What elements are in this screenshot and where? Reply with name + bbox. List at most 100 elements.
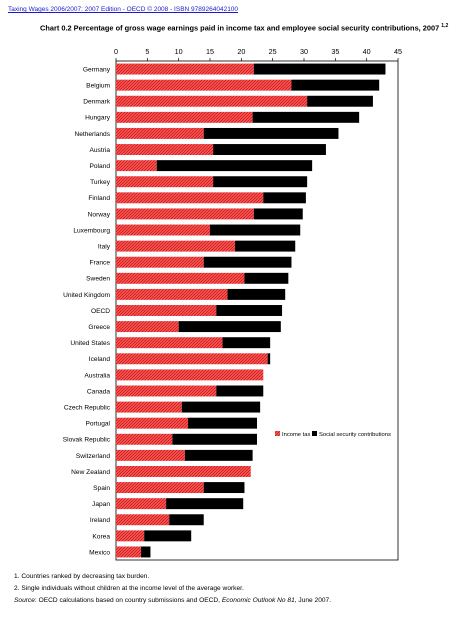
bar-income-tax <box>116 482 204 494</box>
category-label: Poland <box>89 163 110 170</box>
x-tick-label: 40 <box>363 47 371 56</box>
category-label: Greece <box>88 324 110 331</box>
x-axis: 0 5 10 15 20 25 30 35 40 45 <box>114 47 402 61</box>
x-tick-label: 20 <box>237 47 245 56</box>
source-note: Source: OECD calculations based on count… <box>14 595 331 607</box>
category-label: Netherlands <box>74 131 110 138</box>
bar-income-tax <box>116 208 254 220</box>
category-label: Norway <box>88 211 111 218</box>
bar-income-tax <box>116 321 179 333</box>
x-tick-label: 5 <box>145 47 149 56</box>
bar-income-tax <box>116 160 157 172</box>
category-label: Denmark <box>83 99 110 106</box>
source-text: : OECD calculations based on country sub… <box>34 597 220 604</box>
bar-social-security <box>253 63 386 75</box>
bar-social-security <box>166 498 244 510</box>
bar-income-tax <box>116 240 236 252</box>
bar-income-tax <box>116 369 264 381</box>
legend: Income tax Social security contributions <box>275 431 391 438</box>
bar-social-security <box>213 176 308 188</box>
bar-social-security <box>291 79 380 91</box>
chart-title-text: Chart 0.2 Percentage of gross wage earni… <box>40 23 440 33</box>
bar-income-tax <box>116 111 253 123</box>
note-2: 2. Single individuals without children a… <box>14 585 244 592</box>
category-label: Spain <box>93 485 110 492</box>
bar-income-tax <box>116 127 204 139</box>
category-label: United Kingdom <box>63 292 110 299</box>
category-label: Belgium <box>86 83 110 90</box>
bar-social-security <box>213 144 326 156</box>
bar-social-security <box>216 385 264 397</box>
bar-income-tax <box>116 401 182 413</box>
legend-swatch-income-tax <box>275 431 280 436</box>
bar-income-tax <box>116 144 214 156</box>
bar-social-security <box>178 321 281 333</box>
bar-social-security <box>169 514 204 526</box>
bar-income-tax <box>116 353 268 365</box>
bar-income-tax <box>116 337 223 349</box>
bar-social-security <box>307 95 373 107</box>
bar-income-tax <box>116 224 210 236</box>
bar-social-security <box>216 305 283 316</box>
bar-income-tax <box>116 417 189 429</box>
category-label: Germany <box>83 66 111 73</box>
bar-social-security <box>141 546 151 558</box>
category-label: Mexico <box>89 549 110 556</box>
chart-title-superscript: 1,2 <box>441 23 449 29</box>
bar-social-security <box>263 192 306 204</box>
category-label: Italy <box>98 244 111 251</box>
category-label: Iceland <box>89 356 111 363</box>
category-label: Luxembourg <box>73 227 110 234</box>
x-tick-label: 45 <box>394 47 402 56</box>
bar-income-tax <box>116 95 308 107</box>
bar-income-tax <box>116 433 173 445</box>
source-label: Source <box>14 597 35 604</box>
bar-social-security <box>156 160 313 172</box>
legend-label-social-security: Social security contributions <box>319 432 391 438</box>
bar-income-tax <box>116 514 170 526</box>
category-label: Hungary <box>85 115 111 122</box>
bar-social-security <box>203 482 245 494</box>
category-label: Turkey <box>90 179 111 186</box>
header-link[interactable]: Taxing Wages 2006/2007: 2007 Edition - O… <box>8 6 239 13</box>
category-label: Portugal <box>85 421 110 428</box>
x-tick-label: 0 <box>114 47 118 56</box>
bar-social-security <box>203 127 339 139</box>
bar-income-tax <box>116 176 214 188</box>
notes: 1. Countries ranked by decreasing tax bu… <box>14 571 331 607</box>
x-tick-label: 35 <box>331 47 339 56</box>
category-label: Sweden <box>86 276 110 283</box>
source-publication: Economic Outlook No 81 <box>221 597 295 604</box>
category-label: France <box>89 260 110 267</box>
x-tick-label: 15 <box>206 47 214 56</box>
bar-social-security <box>188 417 257 429</box>
bar-social-security <box>210 224 301 236</box>
bar-social-security <box>227 288 286 300</box>
bar-social-security <box>172 433 257 445</box>
bar-social-security <box>267 353 271 365</box>
category-label: Slovak Republic <box>63 437 111 444</box>
bar-income-tax <box>116 449 185 461</box>
bar-income-tax <box>116 256 204 268</box>
bar-social-security <box>244 272 289 284</box>
x-tick-label: 25 <box>269 47 277 56</box>
bar-social-security <box>222 337 271 349</box>
category-label: OECD <box>91 308 110 315</box>
bar-income-tax <box>116 530 145 542</box>
category-label: Czech Republic <box>64 404 111 411</box>
category-labels: Germany Belgium Denmark Hungary Netherlands A… <box>63 66 111 556</box>
legend-swatch-social-security <box>312 431 317 436</box>
bar-income-tax <box>116 272 245 284</box>
category-label: United States <box>70 340 110 347</box>
bar-social-security <box>203 256 292 268</box>
x-tick-label: 30 <box>300 47 308 56</box>
category-label: New Zealand <box>71 469 110 476</box>
bar-social-security <box>181 401 261 413</box>
category-label: Japan <box>92 501 110 508</box>
bar-income-tax <box>116 192 264 204</box>
bar-social-security <box>252 111 360 123</box>
bar-income-tax <box>116 385 217 397</box>
category-label: Switzerland <box>76 453 110 460</box>
source-date: , June 2007. <box>294 597 332 604</box>
bars <box>116 63 386 558</box>
